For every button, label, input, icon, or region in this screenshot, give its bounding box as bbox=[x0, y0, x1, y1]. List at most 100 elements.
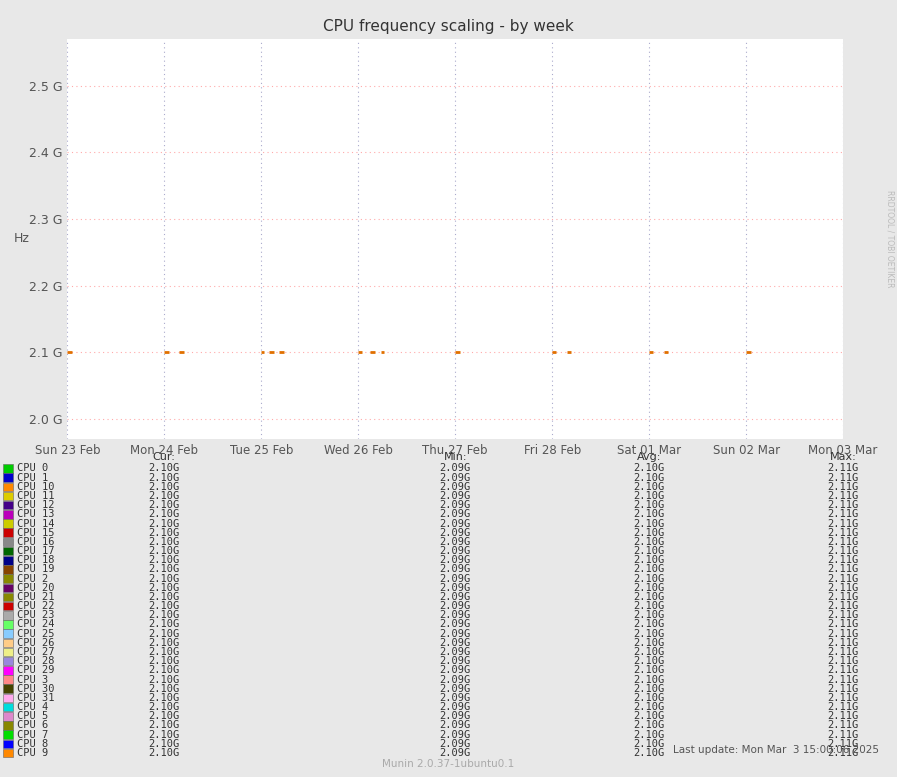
Text: 2.10G: 2.10G bbox=[633, 739, 665, 749]
Text: 2.11G: 2.11G bbox=[828, 491, 858, 501]
Text: 2.11G: 2.11G bbox=[828, 472, 858, 483]
Text: 2.09G: 2.09G bbox=[440, 491, 471, 501]
Text: 2.09G: 2.09G bbox=[440, 472, 471, 483]
Text: 2.10G: 2.10G bbox=[633, 711, 665, 721]
Text: 2.11G: 2.11G bbox=[828, 693, 858, 703]
Text: 2.10G: 2.10G bbox=[633, 720, 665, 730]
Text: 2.09G: 2.09G bbox=[440, 739, 471, 749]
Text: 2.10G: 2.10G bbox=[149, 518, 180, 528]
Text: 2.11G: 2.11G bbox=[828, 573, 858, 584]
Text: CPU 31: CPU 31 bbox=[17, 693, 55, 703]
Text: 2.11G: 2.11G bbox=[828, 500, 858, 510]
Text: CPU 4: CPU 4 bbox=[17, 702, 48, 712]
Text: 2.09G: 2.09G bbox=[440, 720, 471, 730]
Text: CPU 24: CPU 24 bbox=[17, 619, 55, 629]
Text: 2.09G: 2.09G bbox=[440, 463, 471, 473]
Text: CPU 8: CPU 8 bbox=[17, 739, 48, 749]
Text: CPU 1: CPU 1 bbox=[17, 472, 48, 483]
Text: 2.10G: 2.10G bbox=[633, 748, 665, 758]
Text: 2.11G: 2.11G bbox=[828, 528, 858, 538]
Text: 2.10G: 2.10G bbox=[149, 592, 180, 602]
Text: 2.10G: 2.10G bbox=[633, 619, 665, 629]
Text: CPU 12: CPU 12 bbox=[17, 500, 55, 510]
Text: 2.11G: 2.11G bbox=[828, 482, 858, 492]
Text: 2.10G: 2.10G bbox=[633, 518, 665, 528]
Text: 2.10G: 2.10G bbox=[149, 573, 180, 584]
Text: 2.09G: 2.09G bbox=[440, 647, 471, 657]
Text: 2.11G: 2.11G bbox=[828, 619, 858, 629]
Text: 2.11G: 2.11G bbox=[828, 510, 858, 519]
Text: CPU 23: CPU 23 bbox=[17, 610, 55, 620]
Text: 2.11G: 2.11G bbox=[828, 665, 858, 675]
Text: Min:: Min: bbox=[443, 452, 467, 462]
Text: CPU 30: CPU 30 bbox=[17, 684, 55, 694]
Text: 2.09G: 2.09G bbox=[440, 674, 471, 685]
Text: 2.11G: 2.11G bbox=[828, 730, 858, 740]
Text: 2.10G: 2.10G bbox=[149, 702, 180, 712]
Text: CPU 20: CPU 20 bbox=[17, 583, 55, 593]
Text: Max:: Max: bbox=[830, 452, 857, 462]
Text: RRDTOOL / TOBI OETIKER: RRDTOOL / TOBI OETIKER bbox=[885, 190, 894, 287]
Text: 2.10G: 2.10G bbox=[149, 619, 180, 629]
Text: 2.09G: 2.09G bbox=[440, 629, 471, 639]
Text: 2.10G: 2.10G bbox=[149, 739, 180, 749]
Text: 2.09G: 2.09G bbox=[440, 702, 471, 712]
Text: 2.10G: 2.10G bbox=[149, 537, 180, 547]
Text: 2.10G: 2.10G bbox=[633, 546, 665, 556]
Text: 2.10G: 2.10G bbox=[633, 629, 665, 639]
Text: 2.11G: 2.11G bbox=[828, 583, 858, 593]
Text: 2.09G: 2.09G bbox=[440, 510, 471, 519]
Text: CPU 17: CPU 17 bbox=[17, 546, 55, 556]
Text: CPU 5: CPU 5 bbox=[17, 711, 48, 721]
Text: 2.10G: 2.10G bbox=[633, 482, 665, 492]
Text: CPU 11: CPU 11 bbox=[17, 491, 55, 501]
Text: 2.10G: 2.10G bbox=[633, 693, 665, 703]
Text: 2.10G: 2.10G bbox=[633, 463, 665, 473]
Text: 2.10G: 2.10G bbox=[149, 556, 180, 565]
Text: 2.11G: 2.11G bbox=[828, 601, 858, 611]
Text: 2.09G: 2.09G bbox=[440, 546, 471, 556]
Text: 2.09G: 2.09G bbox=[440, 730, 471, 740]
Text: 2.09G: 2.09G bbox=[440, 657, 471, 666]
Text: 2.09G: 2.09G bbox=[440, 592, 471, 602]
Text: 2.10G: 2.10G bbox=[149, 720, 180, 730]
Text: 2.11G: 2.11G bbox=[828, 629, 858, 639]
Text: 2.10G: 2.10G bbox=[149, 601, 180, 611]
Text: 2.10G: 2.10G bbox=[633, 592, 665, 602]
Text: 2.11G: 2.11G bbox=[828, 638, 858, 648]
Text: 2.11G: 2.11G bbox=[828, 537, 858, 547]
Text: 2.10G: 2.10G bbox=[149, 610, 180, 620]
Text: 2.09G: 2.09G bbox=[440, 482, 471, 492]
Text: CPU 6: CPU 6 bbox=[17, 720, 48, 730]
Text: CPU 7: CPU 7 bbox=[17, 730, 48, 740]
Text: 2.10G: 2.10G bbox=[633, 564, 665, 574]
Text: CPU 28: CPU 28 bbox=[17, 657, 55, 666]
Text: CPU 19: CPU 19 bbox=[17, 564, 55, 574]
Text: 2.11G: 2.11G bbox=[828, 463, 858, 473]
Text: 2.11G: 2.11G bbox=[828, 556, 858, 565]
Text: 2.09G: 2.09G bbox=[440, 601, 471, 611]
Text: 2.11G: 2.11G bbox=[828, 657, 858, 666]
Text: 2.11G: 2.11G bbox=[828, 546, 858, 556]
Text: 2.10G: 2.10G bbox=[633, 537, 665, 547]
Text: 2.10G: 2.10G bbox=[633, 610, 665, 620]
Text: Avg:: Avg: bbox=[637, 452, 661, 462]
Text: 2.10G: 2.10G bbox=[149, 730, 180, 740]
Text: 2.11G: 2.11G bbox=[828, 592, 858, 602]
Text: CPU 27: CPU 27 bbox=[17, 647, 55, 657]
Text: CPU 3: CPU 3 bbox=[17, 674, 48, 685]
Text: 2.10G: 2.10G bbox=[149, 711, 180, 721]
Text: 2.10G: 2.10G bbox=[149, 693, 180, 703]
Text: CPU 9: CPU 9 bbox=[17, 748, 48, 758]
Text: 2.10G: 2.10G bbox=[633, 573, 665, 584]
Text: 2.09G: 2.09G bbox=[440, 619, 471, 629]
Text: 2.09G: 2.09G bbox=[440, 583, 471, 593]
Text: 2.10G: 2.10G bbox=[633, 491, 665, 501]
Text: CPU 0: CPU 0 bbox=[17, 463, 48, 473]
Text: 2.11G: 2.11G bbox=[828, 702, 858, 712]
Text: 2.10G: 2.10G bbox=[633, 674, 665, 685]
Text: 2.10G: 2.10G bbox=[633, 510, 665, 519]
Text: 2.09G: 2.09G bbox=[440, 573, 471, 584]
Text: 2.10G: 2.10G bbox=[149, 748, 180, 758]
Text: 2.10G: 2.10G bbox=[633, 647, 665, 657]
